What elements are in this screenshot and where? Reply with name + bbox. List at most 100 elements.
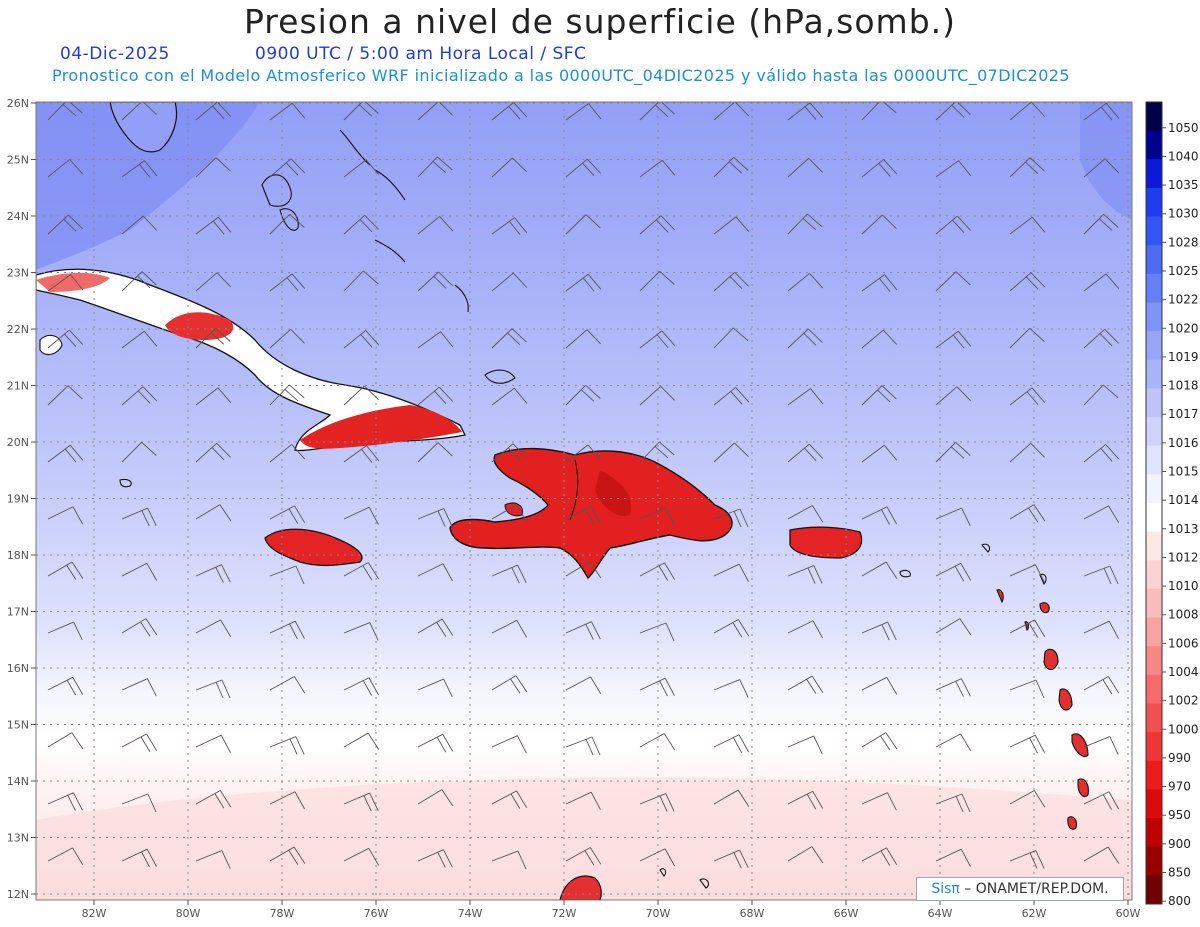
wind-barb — [417, 271, 453, 292]
wind-barb — [47, 274, 84, 292]
colorbar-swatch — [1146, 588, 1162, 619]
wind-barb — [713, 272, 749, 292]
wind-barb — [343, 270, 379, 292]
colorbar-swatch — [1146, 818, 1162, 848]
wind-barb — [269, 505, 306, 524]
lon-label: 82W — [82, 907, 107, 920]
wind-barb — [861, 274, 898, 293]
wind-barb — [1009, 734, 1045, 754]
lat-label: 15N — [7, 719, 29, 732]
wind-barb — [565, 384, 601, 406]
high-pressure-patch — [36, 102, 260, 270]
wind-barb — [47, 506, 83, 525]
wind-barb — [417, 386, 454, 406]
lat-label: 13N — [7, 832, 29, 845]
wind-barb — [639, 441, 675, 463]
wind-barb — [417, 678, 453, 698]
wind-barb — [121, 793, 157, 813]
colorbar-swatch — [1146, 273, 1162, 303]
wind-barb — [713, 156, 749, 178]
wind-barb — [491, 272, 528, 292]
wind-barb — [491, 443, 528, 463]
haiti-dr-border — [569, 459, 579, 521]
colorbar-swatch — [1146, 703, 1162, 733]
wind-barb — [269, 620, 305, 640]
wind-barb — [491, 619, 528, 638]
colorbar-label: 1030 — [1168, 207, 1199, 221]
wind-barb — [47, 561, 84, 580]
colorbar-label: 1019 — [1168, 350, 1199, 364]
colorbar-swatch — [1146, 646, 1162, 676]
wind-barb — [47, 621, 83, 641]
wind-barb — [343, 159, 380, 178]
wind-barb — [1009, 102, 1046, 121]
wind-barb — [417, 563, 453, 582]
wind-barb — [787, 443, 824, 463]
wind-barb — [787, 846, 824, 864]
colorbar-label: 1002 — [1168, 694, 1199, 708]
wind-barb — [787, 102, 824, 121]
colorbar-swatch — [1146, 331, 1162, 361]
lon-label: 72W — [552, 907, 577, 920]
wind-barb — [269, 158, 306, 178]
wind-barb — [861, 329, 898, 349]
wind-barb — [935, 271, 971, 292]
lat-label: 12N — [7, 888, 29, 901]
wind-barb — [787, 735, 823, 755]
colorbar-label: 1012 — [1168, 550, 1199, 564]
wind-barb — [1083, 273, 1120, 292]
wind-barb — [121, 441, 157, 463]
wind-barb — [713, 442, 749, 463]
colorbar-label: 1004 — [1168, 665, 1199, 679]
wind-barb — [713, 619, 750, 638]
wind-barb — [787, 675, 824, 694]
wind-barb — [565, 847, 602, 866]
colorbar-swatch — [1146, 417, 1162, 447]
colorbar-label: 850 — [1168, 865, 1191, 879]
wind-barb — [787, 790, 824, 810]
wind-barb — [343, 847, 380, 866]
colorbar-label: 1025 — [1168, 264, 1199, 278]
wind-barb — [195, 734, 231, 753]
wind-barb — [565, 214, 601, 235]
wind-barb — [787, 505, 824, 523]
wind-barb — [935, 678, 971, 697]
wind-barb — [269, 791, 305, 810]
wind-barb — [861, 732, 898, 751]
wind-barb — [195, 216, 232, 235]
wind-barb — [121, 678, 157, 697]
lat-label: 22N — [7, 323, 29, 336]
wind-barb — [47, 444, 84, 463]
lon-label: 78W — [270, 907, 295, 920]
cuba-low-area — [300, 405, 462, 449]
wind-barb — [1009, 157, 1045, 178]
wind-barb — [639, 622, 675, 642]
colorbar-label: 1028 — [1168, 235, 1199, 249]
wind-barb — [343, 330, 380, 349]
high-pressure-patch — [1080, 102, 1132, 220]
wind-barb — [713, 327, 749, 349]
colorbar-frame — [1145, 101, 1163, 905]
wind-barb — [935, 441, 971, 463]
wind-barb — [935, 793, 971, 813]
colorbar-swatch — [1146, 674, 1162, 704]
wind-barb — [565, 736, 601, 756]
credit-box: Sisπ – ONAMET/REP.DOM. — [916, 877, 1124, 901]
wind-barb — [861, 214, 897, 235]
colorbar-swatch — [1146, 789, 1162, 819]
wind-barb — [195, 850, 231, 869]
wind-barb — [935, 386, 972, 406]
wind-barb — [491, 157, 527, 178]
colorbar-label: 900 — [1168, 837, 1191, 851]
wind-barb — [47, 847, 84, 866]
wind-barb — [47, 159, 84, 178]
wind-barb — [417, 156, 453, 178]
colorbar-swatch — [1146, 130, 1162, 160]
lon-label: 80W — [176, 907, 201, 920]
wind-barb — [861, 444, 898, 463]
wind-barb — [121, 562, 158, 581]
plot-frame — [35, 101, 1133, 901]
wind-barb — [639, 215, 676, 235]
wind-barb — [1009, 387, 1046, 406]
wind-barb — [1009, 790, 1046, 808]
